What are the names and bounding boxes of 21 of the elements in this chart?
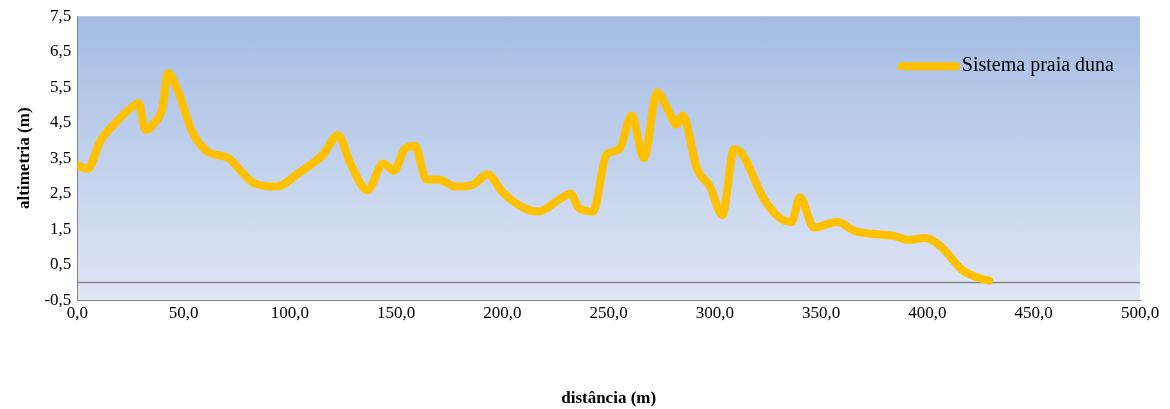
y-tick-label: 0,5 (50, 254, 72, 274)
x-axis-title: distância (m) (561, 388, 657, 408)
y-tick-label: 3,5 (50, 147, 72, 167)
y-tick-label: 2,5 (50, 183, 72, 203)
x-tick-label: 450,0 (1014, 302, 1053, 322)
x-tick-label: 200,0 (483, 302, 522, 322)
x-tick-label: 500,0 (1120, 302, 1160, 322)
x-tick-label: 150,0 (376, 302, 416, 322)
x-tick-label: 100,0 (270, 302, 309, 322)
y-axis-title: altimetria (m) (13, 107, 33, 209)
y-tick-label: 7,5 (50, 5, 72, 25)
x-tick-label: 350,0 (802, 302, 841, 322)
x-tick-label: 50,0 (168, 302, 199, 322)
y-tick-label: 5,5 (50, 76, 72, 96)
y-tick-label: 4,5 (50, 112, 72, 132)
x-tick-label: 300,0 (695, 302, 735, 322)
x-tick-label: 250,0 (589, 302, 628, 322)
legend-label: Sistema praia duna (961, 53, 1115, 77)
x-tick-label: 400,0 (908, 302, 947, 322)
y-tick-label: 6,5 (50, 41, 72, 61)
y-tick-label: 1,5 (50, 218, 72, 238)
